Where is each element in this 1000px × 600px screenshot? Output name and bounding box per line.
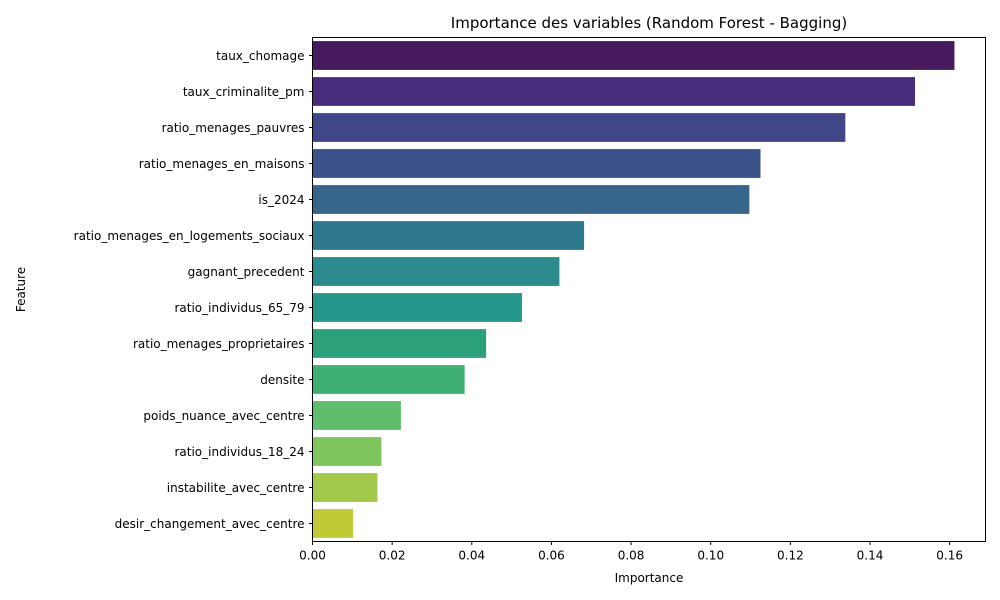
x-tick-label: 0.04 bbox=[458, 549, 485, 563]
y-axis-title: Feature bbox=[14, 267, 28, 312]
bar-is_2024 bbox=[312, 185, 750, 214]
bars-group bbox=[312, 41, 955, 538]
x-tick-label: 0.02 bbox=[379, 549, 406, 563]
x-tick-label: 0.06 bbox=[538, 549, 565, 563]
y-tick-label: taux_chomage bbox=[216, 49, 304, 63]
y-tick-label: ratio_menages_en_maisons bbox=[139, 157, 305, 171]
bar-ratio_individus_18_24 bbox=[312, 437, 382, 466]
bar-taux_criminalite_pm bbox=[312, 77, 916, 106]
x-tick-label: 0.14 bbox=[857, 549, 884, 563]
plot-frame bbox=[312, 37, 986, 542]
bar-ratio_menages_pauvres bbox=[312, 113, 846, 142]
x-axis-title: Importance bbox=[615, 571, 684, 585]
bar-gagnant_precedent bbox=[312, 257, 560, 286]
x-tick-label: 0.16 bbox=[936, 549, 963, 563]
x-tick-label: 0.08 bbox=[618, 549, 645, 563]
bar-ratio_individus_65_79 bbox=[312, 293, 522, 322]
y-tick-label: densite bbox=[260, 373, 304, 387]
y-tick-label: gagnant_precedent bbox=[188, 265, 305, 279]
x-tick-label: 0.00 bbox=[299, 549, 326, 563]
y-tick-label: ratio_individus_18_24 bbox=[174, 445, 304, 459]
y-tick-label: ratio_menages_proprietaires bbox=[133, 337, 305, 351]
y-tick-label: taux_criminalite_pm bbox=[183, 85, 305, 99]
x-axis-ticks: 0.00 0.02 0.04 0.06 0.08 0.10 0.12 0.14 0.16 bbox=[299, 541, 963, 563]
x-tick-label: 0.12 bbox=[777, 549, 804, 563]
bar-ratio_menages_en_maisons bbox=[312, 149, 761, 178]
y-tick-label: desir_changement_avec_centre bbox=[115, 517, 305, 531]
bar-taux_chomage bbox=[312, 41, 955, 70]
y-tick-label: ratio_menages_en_logements_sociaux bbox=[74, 229, 305, 243]
bar-densite bbox=[312, 365, 465, 394]
x-tick-label: 0.10 bbox=[697, 549, 724, 563]
y-tick-label: is_2024 bbox=[258, 193, 304, 207]
y-tick-label: ratio_individus_65_79 bbox=[174, 301, 304, 315]
bar-poids_nuance_avec_centre bbox=[312, 401, 401, 430]
bar-ratio_menages_en_logements_sociaux bbox=[312, 221, 585, 250]
chart-title: Importance des variables (Random Forest … bbox=[451, 14, 847, 32]
y-tick-label: ratio_menages_pauvres bbox=[162, 121, 305, 135]
bar-ratio_menages_proprietaires bbox=[312, 329, 487, 358]
bar-desir_changement_avec_centre bbox=[312, 509, 354, 538]
y-tick-label: instabilite_avec_centre bbox=[167, 481, 305, 495]
bar-instabilite_avec_centre bbox=[312, 473, 378, 502]
y-axis-ticks: taux_chomage taux_criminalite_pm ratio_men… bbox=[74, 49, 313, 531]
y-tick-label: poids_nuance_avec_centre bbox=[143, 409, 304, 423]
